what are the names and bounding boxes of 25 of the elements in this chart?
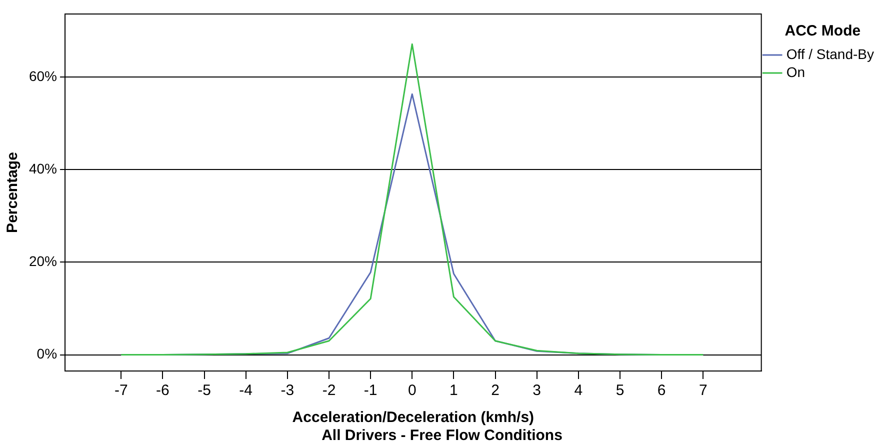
x-tick-label: 5: [616, 382, 624, 400]
x-tick-label: -6: [156, 382, 170, 400]
y-axis-title: Percentage: [4, 152, 22, 233]
y-tick-label: 40%: [28, 160, 58, 176]
x-tick-label: -2: [322, 382, 336, 400]
legend-title: ACC Mode: [784, 22, 861, 40]
y-tick-label: 20%: [28, 253, 58, 270]
x-tick-label: -7: [114, 382, 128, 400]
x-tick-label: -1: [364, 382, 378, 400]
x-tick-label: 0: [408, 382, 416, 400]
x-tick-label: 6: [657, 382, 666, 400]
x-tick-label: 1: [450, 382, 458, 400]
x-tick-label: -4: [239, 382, 253, 400]
x-tick-label: 2: [491, 382, 500, 400]
x-axis-title: Acceleration/Deceleration (kmh/s): [292, 409, 534, 426]
legend-label: On: [786, 64, 806, 80]
y-tick-label: 0%: [36, 346, 58, 362]
y-tick-label: 60%: [28, 68, 58, 84]
text: All Drivers - Free Flow Conditions: [322, 427, 562, 444]
legend-label: Off / Stand-By: [786, 46, 874, 62]
x-tick-label: -5: [198, 382, 211, 400]
x-tick-label: 4: [574, 382, 583, 400]
x-tick-label: 3: [532, 382, 542, 400]
x-tick-label: 7: [698, 382, 708, 400]
x-tick-label: -3: [280, 382, 294, 400]
